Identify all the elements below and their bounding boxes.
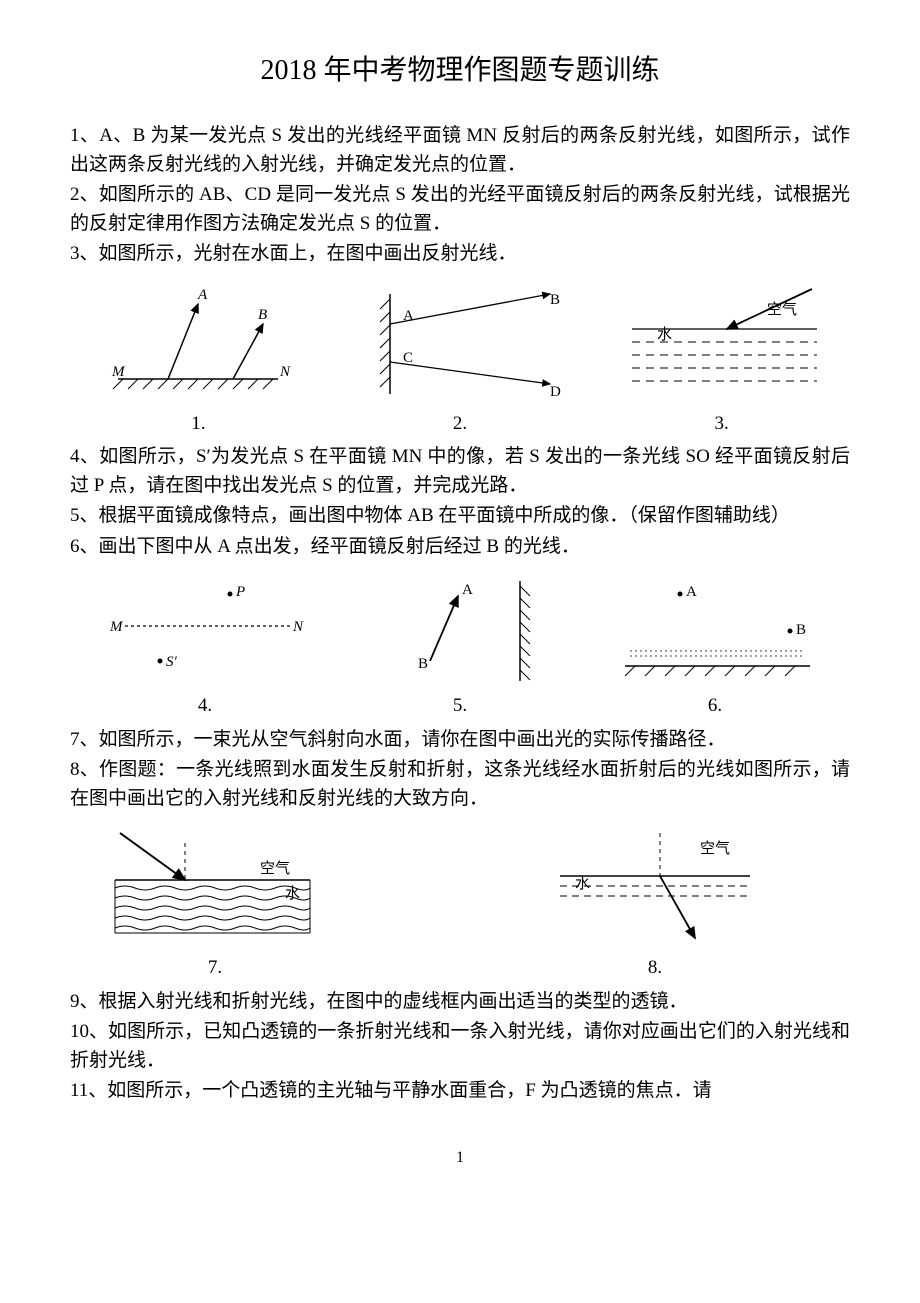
figure-7: 空气 水 7. (110, 828, 320, 983)
label-air: 空气 (260, 860, 290, 877)
question-5: 5、根据平面镜成像特点，画出图中物体 AB 在平面镜中所成的像．（保留作图辅助线… (70, 502, 850, 531)
question-3: 3、如图所示，光射在水面上，在图中画出反射光线． (70, 240, 850, 269)
caption-5: 5. (453, 692, 467, 721)
label-M: M (111, 364, 126, 380)
figure-row-1: M N A B 1. A (70, 284, 850, 439)
caption-7: 7. (208, 954, 222, 983)
label-B: B (418, 656, 428, 672)
figure-2: A B C D 2. (355, 284, 565, 439)
figure-8: 空气 水 8. (550, 828, 760, 983)
question-7: 7、如图所示，一束光从空气斜射向水面，请你在图中画出光的实际传播路径． (70, 726, 850, 755)
caption-8: 8. (648, 954, 662, 983)
page-title: 2018 年中考物理作图题专题训练 (70, 50, 850, 92)
figure-1: M N A B 1. (98, 284, 298, 439)
label-N: N (292, 619, 304, 635)
label-B: B (550, 292, 560, 308)
figure-row-3: 空气 水 7. 空气 水 8. (70, 828, 850, 983)
caption-1: 1. (191, 410, 205, 439)
label-air: 空气 (767, 301, 797, 318)
caption-6: 6. (708, 692, 722, 721)
label-A: A (686, 584, 697, 600)
figure-4: M N P S′ 4. (100, 576, 310, 721)
figure-5: A B 5. (370, 576, 550, 721)
label-air: 空气 (700, 840, 730, 857)
label-water: 水 (285, 885, 300, 902)
label-B: B (258, 307, 267, 323)
figure-6: A B 6. (610, 576, 820, 721)
label-M: M (109, 619, 124, 635)
question-6: 6、画出下图中从 A 点出发，经平面镜反射后经过 B 的光线． (70, 533, 850, 562)
label-water: 水 (575, 875, 590, 892)
label-C: C (403, 350, 413, 366)
label-water: 水 (657, 326, 672, 343)
question-4: 4、如图所示，S′为发光点 S 在平面镜 MN 中的像，若 S 发出的一条光线 … (70, 443, 850, 500)
label-A: A (462, 582, 473, 598)
question-9: 9、根据入射光线和折射光线，在图中的虚线框内画出适当的类型的透镜． (70, 988, 850, 1017)
caption-3: 3. (715, 410, 729, 439)
question-11: 11、如图所示，一个凸透镜的主光轴与平静水面重合，F 为凸透镜的焦点．请 (70, 1077, 850, 1106)
label-B: B (796, 622, 806, 638)
question-10: 10、如图所示，已知凸透镜的一条折射光线和一条入射光线，请你对应画出它们的入射光… (70, 1018, 850, 1075)
question-2: 2、如图所示的 AB、CD 是同一发光点 S 发出的光经平面镜反射后的两条反射光… (70, 181, 850, 238)
figure-row-2: M N P S′ 4. (70, 576, 850, 721)
figure-3: 空气 水 3. (622, 284, 822, 439)
caption-4: 4. (198, 692, 212, 721)
label-D: D (550, 384, 561, 400)
question-8: 8、作图题：一条光线照到水面发生反射和折射，这条光线经水面折射后的光线如图所示，… (70, 756, 850, 813)
caption-2: 2. (453, 410, 467, 439)
question-1: 1、A、B 为某一发光点 S 发出的光线经平面镜 MN 反射后的两条反射光线，如… (70, 122, 850, 179)
label-P: P (235, 584, 245, 600)
label-N: N (279, 364, 291, 380)
label-Sprime: S′ (166, 654, 178, 670)
page-number: 1 (70, 1146, 850, 1170)
label-A: A (197, 287, 208, 303)
label-A: A (403, 308, 414, 324)
